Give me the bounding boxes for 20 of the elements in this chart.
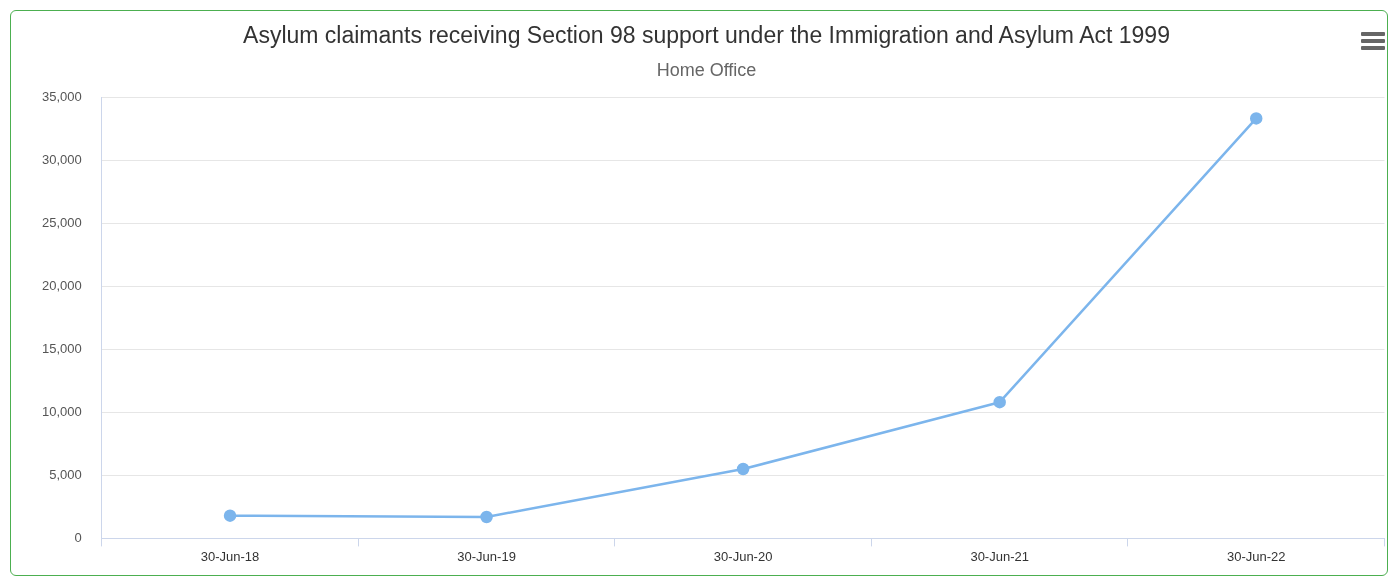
chart-subtitle: Home Office <box>655 60 758 81</box>
chart-title: Asylum claimants receiving Section 98 support under the Immigration and Asylum Act 1999 <box>242 22 1171 49</box>
x-tick-label: 30-Jun-18 <box>200 548 260 564</box>
y-tick-label: 30,000 <box>42 151 82 167</box>
y-tick-label: 0 <box>74 529 82 545</box>
point <box>480 510 493 524</box>
point <box>736 462 750 476</box>
y-tick-label: 15,000 <box>42 340 82 356</box>
y-tick-label: 20,000 <box>42 277 82 293</box>
point <box>1249 112 1263 125</box>
x-tick-label: 30-Jun-22 <box>1226 548 1286 564</box>
point <box>993 395 1006 409</box>
y-tick-label: 10,000 <box>42 403 82 419</box>
x-tick-label: 30-Jun-20 <box>713 548 773 564</box>
y-tick-label: 25,000 <box>42 214 82 230</box>
y-tick-label: 35,000 <box>42 88 82 104</box>
x-tick-label: 30-Jun-21 <box>970 548 1029 564</box>
x-tick-label: 30-Jun-19 <box>457 548 516 564</box>
y-tick-label: 5,000 <box>49 466 82 482</box>
point <box>223 509 237 522</box>
